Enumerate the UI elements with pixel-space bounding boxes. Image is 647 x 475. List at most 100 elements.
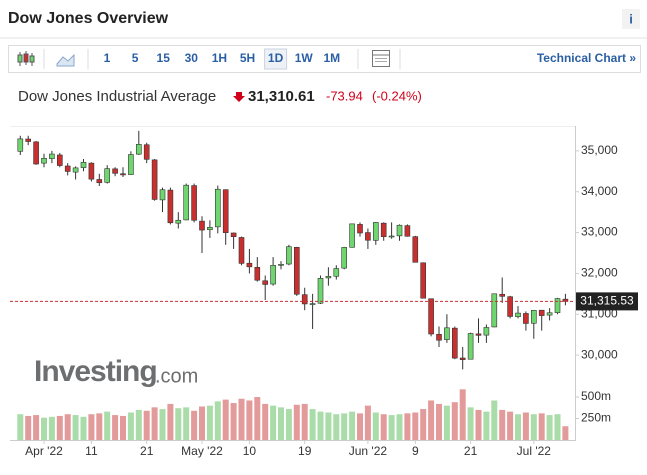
candle-body [341, 247, 348, 269]
volume-bar [96, 413, 103, 440]
candle-body [262, 280, 269, 285]
volume-bar [270, 405, 277, 440]
volume-bar [206, 405, 213, 440]
candle-body [215, 188, 221, 228]
volume-bar [522, 412, 529, 440]
volume-bar [459, 389, 466, 440]
candle-body [309, 303, 316, 305]
volume-bar [483, 411, 490, 440]
volume-bar [428, 400, 435, 440]
candle-body [491, 293, 498, 328]
candle-body [167, 189, 174, 224]
volume-bar [214, 401, 221, 440]
x-tick-label: 19 [298, 444, 312, 458]
candle-body [143, 144, 150, 160]
candle-body [159, 189, 166, 201]
interval-button[interactable]: 1D [268, 51, 284, 65]
volume-bar [151, 407, 158, 440]
interval-selected[interactable] [264, 48, 288, 70]
volume-bar [112, 415, 119, 440]
volume-bar [554, 414, 561, 440]
interval-group: 1 5 15 30 1H 5H 1D 1W 1M [104, 48, 340, 70]
candle-body [388, 235, 395, 238]
interval-button[interactable]: 5 [132, 51, 139, 65]
interval-button[interactable]: 1M [323, 51, 340, 65]
volume-bar [159, 409, 166, 440]
technical-chart-link[interactable]: Technical Chart » [537, 51, 636, 65]
down-arrow [233, 92, 245, 102]
volume-bar [199, 406, 205, 440]
candle-body [404, 225, 411, 237]
x-tick-label: 9 [412, 444, 419, 458]
price-change-pct: (-0.24%) [372, 88, 422, 103]
candle-icon[interactable] [17, 51, 35, 66]
candle-body [64, 165, 71, 172]
candle-body [151, 159, 158, 200]
candle-body [238, 237, 245, 264]
volume-bar [222, 399, 229, 440]
info-icon[interactable]: i [629, 11, 633, 26]
volume-bar [372, 412, 379, 440]
volume-bar [175, 408, 182, 440]
volume-bar [467, 407, 474, 440]
volume-bar [48, 416, 55, 440]
x-tick-label: May '22 [181, 444, 223, 458]
instrument-name: Dow Jones Industrial Average [18, 88, 216, 105]
volume-bar [530, 414, 537, 440]
candle-body [451, 327, 458, 359]
candle-body [507, 296, 513, 317]
candle-body [278, 264, 284, 266]
volume-bar [64, 414, 71, 440]
volume-bar [135, 409, 142, 440]
price: 31,310.61 [248, 88, 315, 105]
candle-body [301, 294, 308, 305]
layout-icon[interactable] [372, 50, 390, 67]
candle-body [128, 154, 134, 175]
volume-bar [491, 400, 498, 440]
candle-body [459, 357, 466, 360]
volume-bar [25, 415, 32, 440]
candle-body [444, 327, 450, 340]
volume-bar [333, 414, 340, 440]
volume-bar [499, 409, 506, 440]
volume-bar [127, 412, 134, 440]
volume-bar [357, 413, 363, 440]
candle-body [396, 224, 403, 237]
interval-button[interactable]: 5H [240, 51, 255, 65]
x-tick-label: Jun '22 [349, 444, 388, 458]
candle-body [254, 266, 261, 281]
candle-body [420, 262, 427, 299]
y-tick-label: 35,000 [581, 143, 618, 157]
candle-body [104, 168, 110, 183]
candle-body [499, 293, 506, 297]
volume-bar [80, 416, 87, 440]
volume-bar [301, 403, 308, 440]
candle-body [207, 227, 213, 231]
interval-button[interactable]: 1 [104, 51, 111, 65]
logo-brand: Investing [34, 355, 157, 388]
volume-bar [451, 402, 458, 440]
candle-body [436, 333, 442, 341]
volume-bar [56, 415, 63, 440]
volume-bar [475, 409, 482, 440]
logo-suffix: .com [155, 365, 198, 387]
volume-bar [317, 411, 324, 440]
volume-bar [88, 414, 95, 440]
interval-button[interactable]: 30 [185, 51, 199, 65]
y-tick-label: 34,000 [581, 184, 618, 198]
candle-body [230, 232, 237, 238]
y-tick-label: 33,000 [581, 225, 618, 239]
volume-bar [293, 404, 300, 440]
interval-button[interactable]: 15 [157, 51, 171, 65]
area-icon[interactable] [56, 53, 75, 67]
info-button[interactable] [622, 9, 640, 29]
volume-bar [72, 415, 79, 440]
volume-bar [562, 426, 569, 440]
volume-bar [380, 414, 387, 440]
interval-button[interactable]: 1W [295, 51, 314, 65]
volume-bar [262, 403, 269, 440]
volume-bar [443, 405, 450, 440]
volume-bar [309, 409, 316, 440]
interval-button[interactable]: 1H [212, 51, 227, 65]
candle-body [515, 312, 521, 318]
